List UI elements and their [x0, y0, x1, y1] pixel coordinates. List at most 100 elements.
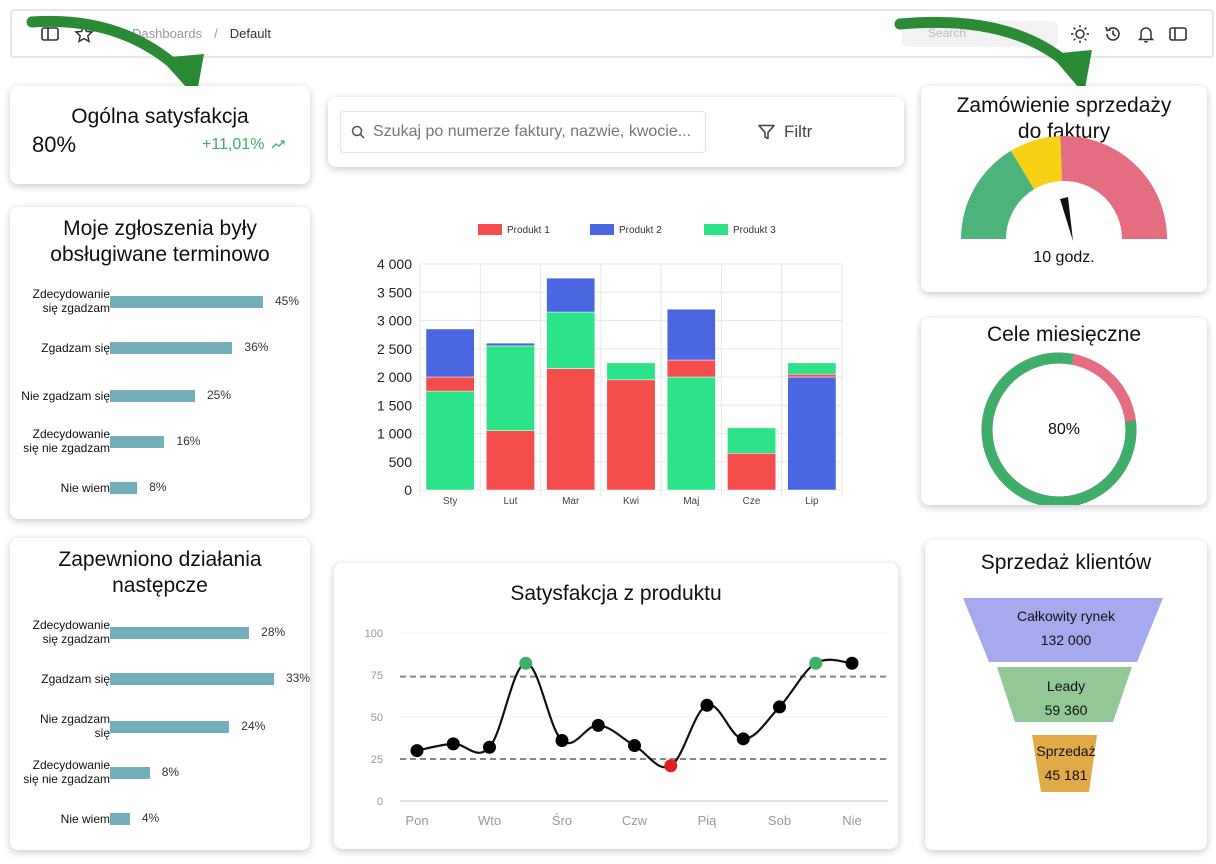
breadcrumb-current[interactable]: Default: [229, 26, 271, 41]
bar-segment[interactable]: [425, 390, 475, 491]
sun-icon[interactable]: [1070, 24, 1090, 44]
goals-donut-chart: [981, 352, 1137, 505]
bar-segment[interactable]: [606, 379, 656, 491]
line-point[interactable]: [700, 698, 714, 712]
bar-segment[interactable]: [546, 368, 596, 491]
satisfaction-card: Ogólna satysfakcja 80% +11,01%: [10, 86, 310, 184]
invoice-gauge-card: Zamówienie sprzedaży do faktury 10 godz.: [921, 86, 1207, 292]
bar-row: Nie zgadzam się 24%: [10, 712, 310, 742]
bar-row: Zdecydowanie się nie zgadzam 16%: [10, 427, 310, 457]
bar-row-label: Zdecydowanie się zgadzam: [0, 287, 110, 315]
sidebar-toggle-icon[interactable]: [40, 24, 60, 44]
line-point[interactable]: [773, 700, 786, 714]
bar-row-label-line2: się zgadzam: [42, 632, 110, 646]
bar-segment[interactable]: [546, 311, 596, 369]
bar-x-tick: Maj: [683, 496, 699, 507]
gauge-needle: [1060, 197, 1073, 241]
funnel-stage[interactable]: [963, 598, 1163, 662]
funnel-stage-text: Leady 59 360: [925, 674, 1207, 722]
legend-item[interactable]: Produkt 3: [704, 224, 776, 236]
bar-row-bar: [110, 342, 233, 354]
bar-x-tick: Mar: [562, 496, 580, 507]
gauge-segment-green: [961, 150, 1035, 239]
line-point[interactable]: [809, 656, 823, 670]
bar-row-label-line1: Zgadzam się: [41, 341, 110, 355]
line-chart-plot: 0 25 50 75 100 Pon Wto Śro Czw Pią Sob Nie: [365, 628, 888, 828]
bar-row-label-line1: Nie zgadzam się: [21, 389, 110, 403]
bar-segment[interactable]: [787, 362, 837, 375]
bar-segment[interactable]: [787, 373, 837, 378]
gauge-segment-red: [1060, 136, 1167, 239]
invoice-search-input[interactable]: [373, 112, 699, 152]
bar-segment[interactable]: [425, 376, 475, 392]
bar-y-tick: 1 000: [377, 426, 412, 442]
bar-segment[interactable]: [546, 277, 596, 313]
followup-card: Zapewniono działania następcze Zdecydowa…: [10, 538, 310, 850]
line-point[interactable]: [664, 759, 678, 773]
gauge-title: Zamówienie sprzedaży do faktury: [921, 93, 1207, 145]
followup-title-line2: następcze: [112, 574, 208, 597]
panel-toggle-icon[interactable]: [1168, 24, 1188, 44]
funnel-stage-value: 59 360: [1044, 702, 1088, 718]
bar-segment[interactable]: [727, 453, 776, 491]
bar-row-bar: [110, 721, 230, 733]
breadcrumb-parent[interactable]: Dashboards: [132, 26, 203, 41]
line-point[interactable]: [446, 737, 460, 751]
bar-segment[interactable]: [787, 376, 837, 491]
bar-segment[interactable]: [486, 342, 535, 347]
bar-row-label: Zgadzam się: [0, 341, 110, 355]
legend-swatch: [704, 224, 728, 235]
legend-swatch: [590, 224, 614, 235]
legend-item[interactable]: Produkt 2: [590, 224, 662, 236]
bar-row-label-line2: się: [94, 726, 110, 740]
history-icon[interactable]: [1103, 24, 1123, 44]
line-point[interactable]: [555, 734, 569, 748]
star-icon[interactable]: [74, 24, 94, 44]
bar-row-label-line1: Nie wiem: [60, 812, 110, 826]
bar-segment[interactable]: [666, 359, 716, 378]
tickets-title: Moje zgłoszenia były obsługiwane termino…: [10, 216, 310, 268]
line-x-tick: Śro: [552, 813, 572, 828]
bar-x-tick: Lut: [503, 496, 517, 507]
line-point[interactable]: [628, 739, 641, 753]
bar-segment[interactable]: [606, 362, 656, 381]
breadcrumb-separator: /: [214, 26, 218, 41]
line-point[interactable]: [845, 656, 859, 670]
line-point[interactable]: [410, 744, 424, 758]
top-search-input[interactable]: Search: [902, 21, 1058, 47]
bar-segment[interactable]: [727, 427, 776, 454]
line-y-tick: 75: [371, 670, 383, 682]
gauge-segment-yellow: [1010, 136, 1062, 190]
bar-segment[interactable]: [666, 376, 716, 491]
funnel-stage-label: Sprzedaż: [1036, 743, 1096, 759]
bar-segment[interactable]: [666, 308, 716, 361]
line-point[interactable]: [736, 732, 750, 746]
funnel-stage[interactable]: [1032, 735, 1097, 792]
gauge-title-line2: do faktury: [1017, 120, 1111, 143]
funnel-stage[interactable]: [997, 667, 1132, 722]
line-x-tick: Czw: [622, 813, 648, 828]
line-point[interactable]: [591, 718, 605, 732]
invoice-search-card: Filtr: [328, 97, 904, 167]
bar-row-label: Nie zgadzam się: [0, 389, 110, 403]
filter-button[interactable]: Filtr: [758, 122, 812, 142]
bar-segment[interactable]: [486, 430, 535, 491]
product-satisfaction-card: Satysfakcja z produktu 0 25 50 75 100 Pon Wto Ś…: [334, 563, 898, 849]
satisfaction-change: +11,01%: [202, 136, 285, 154]
bell-icon[interactable]: [1136, 24, 1156, 44]
bar-y-tick: 2 500: [377, 341, 412, 357]
bar-row-value: 16%: [176, 434, 201, 448]
customer-sales-card: Sprzedaż klientów Całkowity rynek 132 000…: [925, 540, 1207, 850]
top-search-placeholder: Search: [928, 26, 967, 40]
bar-row: Zdecydowanie się zgadzam 45%: [10, 287, 310, 317]
bar-row-bar: [110, 813, 130, 825]
line-point[interactable]: [519, 656, 533, 670]
bar-row-value: 25%: [207, 388, 232, 402]
bar-segment[interactable]: [425, 328, 475, 378]
bar-row: Nie wiem 8%: [10, 473, 310, 503]
bar-x-tick: Cze: [743, 496, 761, 507]
bar-segment[interactable]: [486, 345, 535, 431]
line-point[interactable]: [483, 740, 496, 754]
legend-item[interactable]: Produkt 1: [478, 224, 550, 236]
bar-row-bar: [110, 390, 195, 402]
